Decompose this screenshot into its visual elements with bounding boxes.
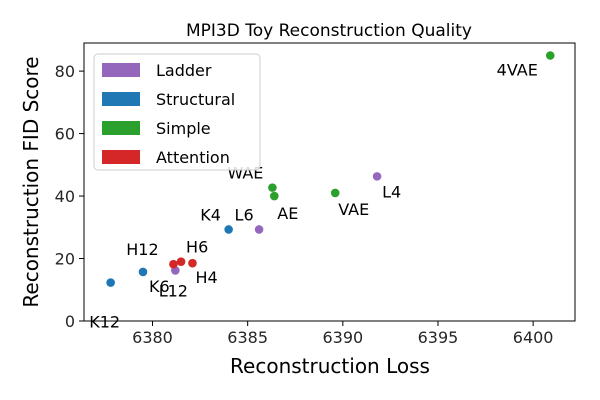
scatter-point-ae (270, 191, 279, 201)
scatter-point-wae (268, 183, 277, 192)
x-axis-label: Reconstruction Loss (230, 354, 430, 378)
point-label-vae: VAE (338, 200, 369, 219)
legend-swatch-attention (102, 150, 140, 164)
point-label-h4: H4 (195, 268, 217, 287)
scatter-point-l6 (254, 225, 264, 234)
x-tick-label: 6390 (322, 328, 363, 347)
point-label-l4: L4 (382, 182, 401, 201)
point-label-l6: L6 (235, 205, 254, 224)
scatter-point-k4 (224, 225, 233, 234)
scatter-point-k12 (106, 278, 115, 287)
y-tick-label: 80 (55, 62, 75, 81)
point-label-k12: K12 (89, 313, 120, 332)
legend: Ladder Structural Simple Attention (93, 53, 261, 171)
scatter-point-h4 (188, 258, 197, 268)
legend-label-structural: Structural (156, 90, 235, 109)
y-tick-label: 20 (55, 250, 75, 269)
scatter-point-vae (330, 188, 340, 198)
legend-box (93, 53, 261, 171)
point-label-l12: L12 (159, 281, 188, 300)
x-tick-label: 6395 (418, 328, 459, 347)
point-label-ae: AE (277, 204, 298, 223)
y-tick-label: 40 (55, 187, 75, 206)
point-label-h12: H12 (126, 240, 158, 259)
y-axis-label: Reconstruction FID Score (19, 56, 43, 307)
x-tick-label: 6400 (513, 328, 554, 347)
x-tick-label: 6380 (132, 328, 173, 347)
y-axis: 0 20 40 60 80 (55, 62, 84, 331)
legend-swatch-simple (102, 121, 140, 135)
scatter-point-h12 (169, 259, 178, 269)
chart-title: MPI3D Toy Reconstruction Quality (186, 21, 472, 41)
scatter-point-k6 (138, 267, 148, 277)
legend-swatch-structural (102, 92, 140, 106)
legend-swatch-ladder (102, 63, 140, 77)
scatter-point-h6 (176, 257, 186, 266)
data-points (106, 51, 555, 287)
scatter-point-4vae (545, 51, 555, 60)
y-tick-label: 60 (55, 125, 75, 144)
x-tick-label: 6385 (227, 328, 268, 347)
point-label-k6: K6 (149, 277, 170, 296)
point-label-h6: H6 (186, 238, 208, 257)
legend-label-ladder: Ladder (156, 61, 212, 80)
x-axis: 6380 6385 6390 6395 6400 (132, 321, 553, 347)
scatter-point-l4 (372, 172, 382, 181)
legend-label-simple: Simple (156, 119, 211, 138)
y-tick-label: 0 (65, 312, 75, 331)
point-label-4vae: 4VAE (497, 60, 538, 79)
legend-label-attention: Attention (156, 148, 230, 167)
point-label-k4: K4 (200, 205, 221, 224)
